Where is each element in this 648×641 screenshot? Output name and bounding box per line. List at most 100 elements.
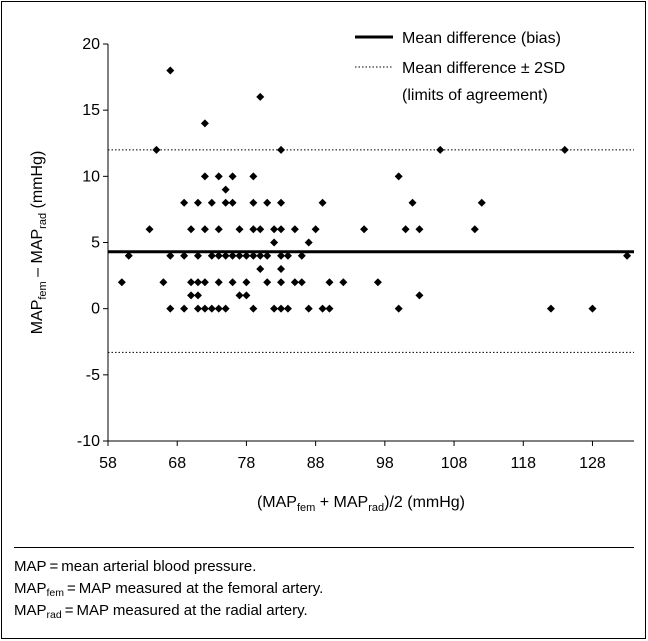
data-point xyxy=(235,291,244,300)
data-point xyxy=(415,291,424,300)
data-point xyxy=(214,172,223,181)
data-point xyxy=(242,251,251,260)
data-point xyxy=(277,304,286,313)
data-point xyxy=(193,291,202,300)
data-point xyxy=(221,304,230,313)
footnote-map-fem: MAPfem = MAP measured at the femoral art… xyxy=(14,580,324,599)
data-point xyxy=(311,225,320,234)
data-point xyxy=(187,225,196,234)
data-point xyxy=(263,198,272,207)
data-point xyxy=(256,264,265,273)
data-point xyxy=(270,304,279,313)
data-point xyxy=(283,251,292,260)
data-point xyxy=(256,251,265,260)
axis-label-subscript: rad xyxy=(368,502,384,514)
data-point xyxy=(394,172,403,181)
bland-altman-chart: -10 -5 0 5 10 15 20 58 68 78 88 98 108 118 128 Mean dif… xyxy=(29,30,634,514)
data-point xyxy=(193,198,202,207)
data-point xyxy=(159,278,168,287)
data-point xyxy=(249,198,258,207)
data-point xyxy=(277,198,286,207)
data-point xyxy=(180,198,189,207)
x-tick-label: 108 xyxy=(441,455,468,472)
data-point xyxy=(228,198,237,207)
legend-limits-label: Mean difference ± 2SD xyxy=(402,60,565,77)
y-tick-label: 15 xyxy=(82,102,100,119)
data-point xyxy=(200,278,209,287)
axis-label-part: (mmHg) xyxy=(29,151,46,213)
data-point xyxy=(152,145,161,154)
data-point xyxy=(270,225,279,234)
data-point xyxy=(221,251,230,260)
data-point xyxy=(477,198,486,207)
data-point xyxy=(180,251,189,260)
x-axis-title: (MAPfem + MAPrad)/2 (mmHg) xyxy=(257,494,465,514)
axis-label-subscript: rad xyxy=(37,213,49,229)
data-point xyxy=(318,198,327,207)
data-point xyxy=(325,304,334,313)
data-point xyxy=(193,251,202,260)
data-point xyxy=(373,278,382,287)
data-point xyxy=(283,304,292,313)
data-point xyxy=(546,304,555,313)
axis-label-part: MAP xyxy=(29,300,46,335)
axis-label-subscript: fem xyxy=(297,502,315,514)
x-tick-label: 118 xyxy=(511,455,537,472)
y-tick-label: -10 xyxy=(77,433,100,450)
data-point xyxy=(166,66,175,75)
data-point xyxy=(249,304,258,313)
legend-bias-label: Mean difference (bias) xyxy=(402,30,561,47)
y-tick-label: 10 xyxy=(82,168,100,185)
data-point xyxy=(187,291,196,300)
data-point xyxy=(623,251,632,260)
data-point xyxy=(277,251,286,260)
data-point xyxy=(270,238,279,247)
data-point xyxy=(166,304,175,313)
data-point xyxy=(560,145,569,154)
data-point xyxy=(242,278,251,287)
data-point xyxy=(235,225,244,234)
data-point xyxy=(360,225,369,234)
data-point xyxy=(325,278,334,287)
data-point xyxy=(117,278,126,287)
data-point xyxy=(290,278,299,287)
data-point xyxy=(235,251,244,260)
data-point xyxy=(214,225,223,234)
data-point xyxy=(249,251,258,260)
x-tick-label: 98 xyxy=(376,455,394,472)
x-tick-label: 88 xyxy=(307,455,325,472)
data-point xyxy=(249,225,258,234)
data-point xyxy=(277,145,286,154)
data-point xyxy=(200,172,209,181)
data-point xyxy=(221,198,230,207)
axis-label-subscript: fem xyxy=(37,281,49,299)
data-point xyxy=(408,198,417,207)
footnote-map: MAP = mean arterial blood pressure. xyxy=(14,558,257,575)
x-tick-label: 58 xyxy=(99,455,117,472)
y-tick-label: 20 xyxy=(82,36,100,53)
data-point xyxy=(228,251,237,260)
data-point xyxy=(401,225,410,234)
data-point xyxy=(180,304,189,313)
data-point xyxy=(242,291,251,300)
data-point xyxy=(304,238,313,247)
data-point xyxy=(214,251,223,260)
x-tick-label: 68 xyxy=(168,455,186,472)
data-point xyxy=(145,225,154,234)
data-point xyxy=(339,278,348,287)
y-tick-label: 0 xyxy=(91,301,100,318)
legend: Mean difference (bias) Mean difference ± … xyxy=(355,30,565,104)
data-point xyxy=(297,278,306,287)
data-point xyxy=(214,304,223,313)
data-point xyxy=(193,304,202,313)
data-point xyxy=(124,251,133,260)
data-point xyxy=(200,119,209,128)
data-point xyxy=(470,225,479,234)
y-tick-label: 5 xyxy=(91,235,100,252)
data-point xyxy=(256,92,265,101)
data-point xyxy=(249,172,258,181)
y-tick-label: -5 xyxy=(86,367,100,384)
data-point xyxy=(436,145,445,154)
data-point xyxy=(221,185,230,194)
